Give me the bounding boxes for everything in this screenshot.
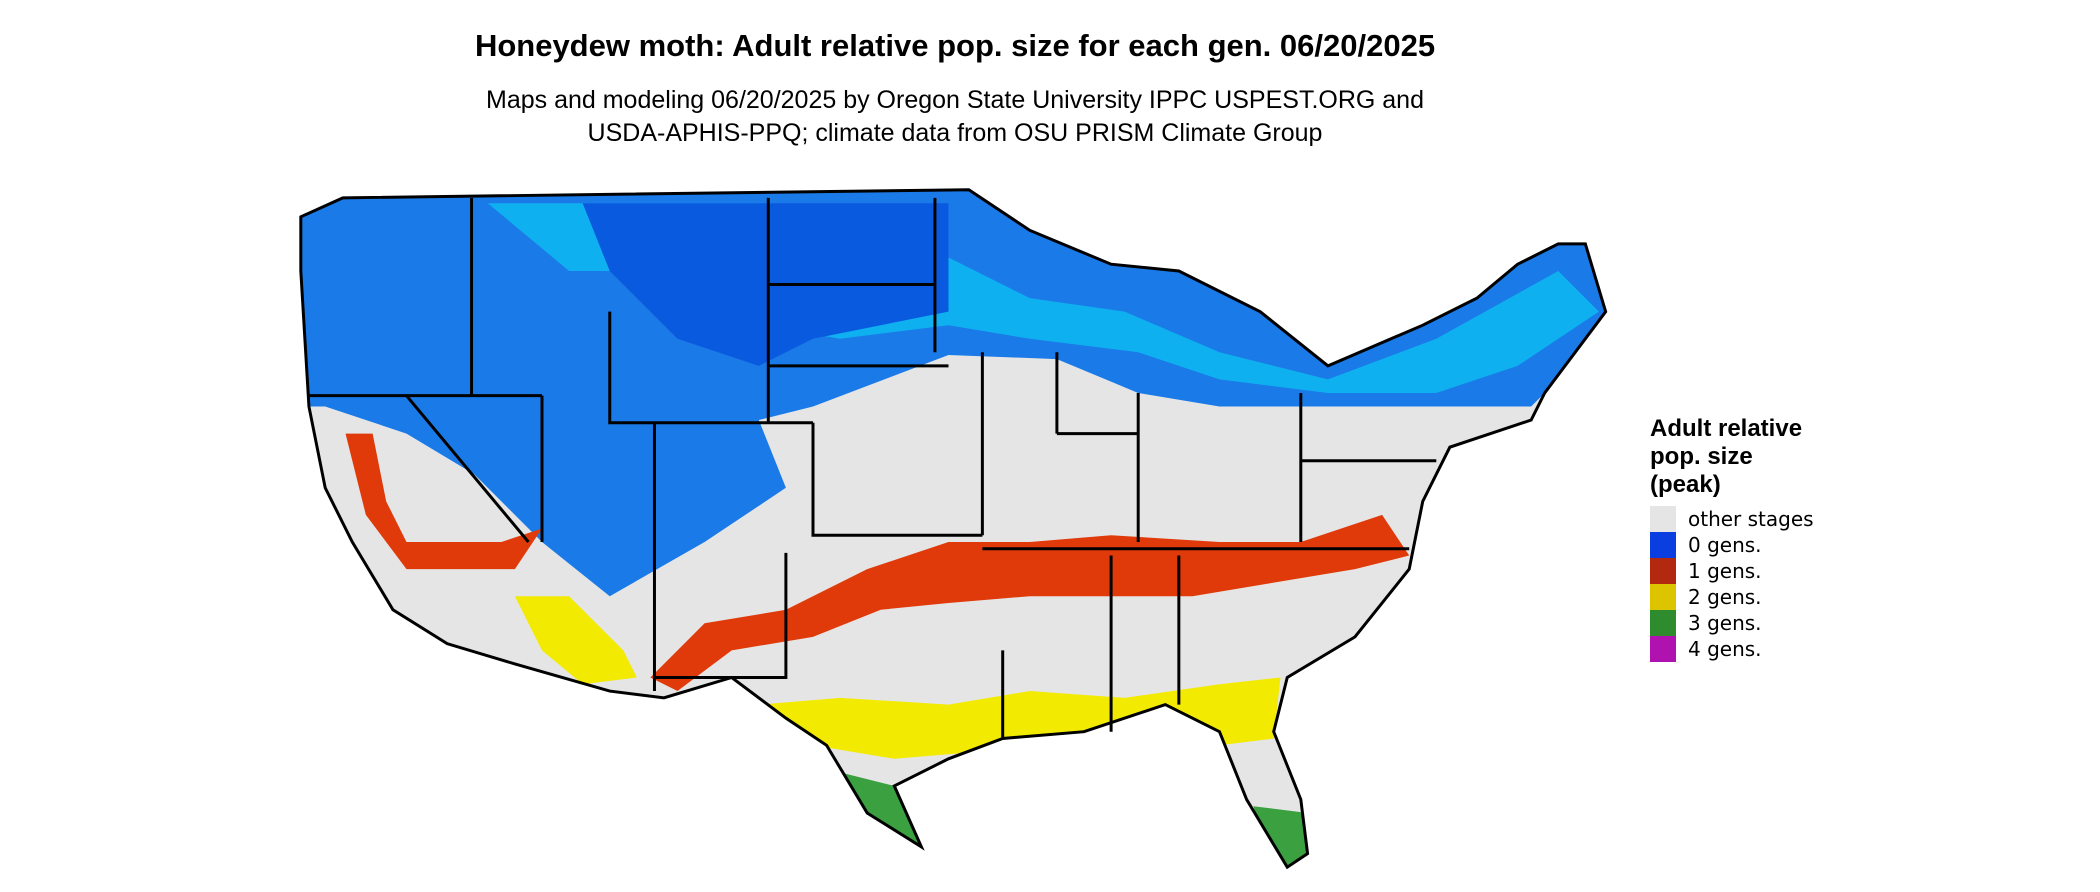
legend-title: Adult relative: [1650, 415, 1802, 442]
legend-title: (peak): [1650, 471, 1721, 498]
legend-label: 0 gens.: [1688, 533, 1762, 557]
map-subtitle: USDA-APHIS-PPQ; climate data from OSU PR…: [588, 119, 1323, 147]
legend-label: 4 gens.: [1688, 637, 1762, 661]
legend-swatch: [1650, 636, 1676, 662]
legend-label: 1 gens.: [1688, 559, 1762, 583]
legend-label: 3 gens.: [1688, 611, 1762, 635]
legend-swatch: [1650, 506, 1676, 532]
state-borders: [299, 188, 1608, 870]
legend-swatch: [1650, 532, 1676, 558]
legend: Adult relative pop. size (peak) other st…: [1650, 415, 1814, 662]
legend-swatch: [1650, 610, 1676, 636]
map-title: Honeydew moth: Adult relative pop. size …: [475, 28, 1435, 63]
map-subtitle: Maps and modeling 06/20/2025 by Oregon S…: [486, 86, 1424, 114]
legend-label: 2 gens.: [1688, 585, 1762, 609]
legend-label: other stages: [1688, 507, 1814, 531]
legend-swatch: [1650, 558, 1676, 584]
legend-swatch: [1650, 584, 1676, 610]
legend-title: pop. size: [1650, 443, 1753, 470]
us-map: [299, 188, 1608, 870]
